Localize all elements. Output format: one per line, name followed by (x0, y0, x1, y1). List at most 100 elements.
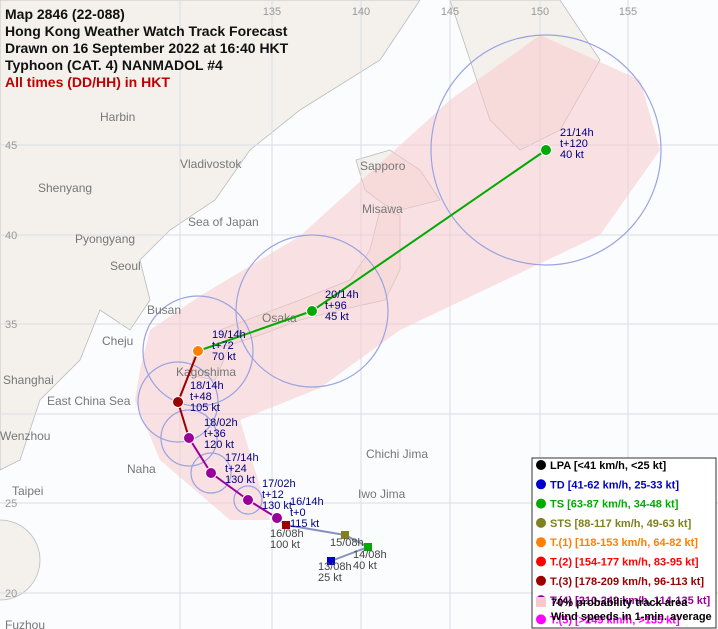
track-info: 120 kt (204, 439, 234, 451)
track-point (271, 512, 283, 524)
track-segment (210, 472, 249, 501)
place-name: Osaka (262, 311, 297, 325)
track-point (183, 432, 195, 444)
header-line: Map 2846 (22-088) (5, 6, 125, 22)
place-name: Kagoshima (176, 365, 236, 379)
track-segment (177, 401, 190, 439)
legend-box (531, 457, 717, 629)
legend-item: T.(1) [118-153 km/h, 64-82 kt] (550, 537, 698, 549)
legend-note: 70% probability track area (551, 597, 688, 609)
place-names: 135 140 145 150 155 45 40 35 25 20 Harbin Vladivost… (0, 6, 637, 629)
track-segment (330, 546, 369, 562)
track-time: 17/02h (262, 478, 296, 490)
track-time: 18/14h (190, 380, 224, 392)
track-point (364, 543, 372, 551)
legend-marker (536, 479, 546, 490)
legend-marker (536, 556, 546, 567)
track-point (540, 144, 552, 156)
legend-marker (536, 498, 546, 509)
track-time: 19/14h (212, 329, 246, 341)
track-info: 40 kt (560, 149, 584, 161)
track-segment (285, 524, 346, 536)
legend-marker (536, 460, 546, 470)
track-segment (311, 149, 547, 312)
place-name: Seoul (110, 259, 141, 273)
place-name: Misawa (362, 202, 403, 216)
place-name: Vladivostok (180, 157, 242, 171)
track-time: 17/14h (225, 452, 259, 464)
track-point (242, 494, 254, 506)
header-line: All times (DD/HH) in HKT (5, 74, 170, 90)
legend-item: T.(4) [210-249 km/h, 114-135 kt] (550, 595, 711, 607)
radius-circle (233, 485, 263, 515)
track-info: t+24 (225, 463, 247, 475)
track-time: 13/08h (318, 561, 352, 573)
track-info: t+120 (560, 138, 588, 150)
track-point (282, 521, 290, 529)
track-info: 45 kt (325, 311, 349, 323)
place-name: Busan (147, 303, 181, 317)
track-time: 16/14h (290, 496, 324, 508)
legend-item: TS [63-87 km/h, 34-48 kt] (550, 499, 679, 511)
legend-area-swatch (536, 597, 546, 607)
track-point (192, 345, 204, 357)
track-point (205, 467, 217, 479)
legend: LPA [<41 km/h, <25 kt] TD [41-62 km/h, 25… (531, 457, 717, 629)
track-info: 25 kt (318, 572, 342, 584)
place-name: Taipei (12, 484, 43, 498)
legend-marker (536, 614, 546, 625)
latitude-label: 45 (5, 140, 17, 152)
radius-circles (137, 34, 662, 515)
place-name: Cheju (102, 334, 133, 348)
track-point (172, 396, 184, 408)
legend-item: STS [88-117 km/h, 49-63 kt] (550, 518, 692, 530)
longitude-label: 155 (619, 6, 637, 18)
latitude-label: 40 (5, 230, 17, 242)
legend-item: LPA [<41 km/h, <25 kt] (550, 460, 666, 472)
track-time: 18/02h (204, 417, 238, 429)
track-point (327, 557, 335, 565)
track-info: t+0 (290, 507, 306, 519)
place-name: Shanghai (3, 373, 54, 387)
track-info: t+72 (212, 340, 234, 352)
place-name: Sea of Japan (188, 215, 259, 229)
legend-item: T.(3) [178-209 km/h, 96-113 kt] (550, 576, 704, 588)
place-name: Harbin (100, 110, 135, 124)
track-info: 130 kt (262, 500, 292, 512)
radius-circle (160, 409, 218, 467)
legend-marker (536, 537, 546, 548)
place-name: Shenyang (38, 181, 92, 195)
latitude-label: 35 (5, 319, 17, 331)
radius-circle (190, 452, 232, 494)
header-line: Drawn on 16 September 2022 at 16:40 HKT (5, 40, 289, 56)
place-name: Chichi Jima (366, 447, 428, 461)
track-info: 70 kt (212, 351, 236, 363)
latitude-label: 25 (5, 498, 17, 510)
legend-item: T.(2) [154-177 km/h, 83-95 kt] (550, 557, 699, 569)
track-segment (197, 310, 313, 352)
track-time: 15/08h (330, 537, 364, 549)
track-info: t+96 (325, 300, 347, 312)
track-info: t+12 (262, 489, 284, 501)
track-info: 40 kt (353, 560, 377, 572)
place-name: Fuzhou (5, 618, 45, 629)
place-name: Iwo Jima (358, 487, 406, 501)
legend-note: Wind speeds in 1-min. average (551, 611, 712, 623)
track-time: 21/14h (560, 127, 594, 139)
longitude-label: 150 (531, 6, 549, 18)
place-name: Pyongyang (75, 232, 135, 246)
track-point (306, 305, 318, 317)
legend-marker (536, 517, 546, 528)
probability-area (135, 35, 660, 520)
track (172, 144, 552, 565)
longitude-label: 140 (352, 6, 370, 18)
track-info: 115 kt (290, 518, 319, 530)
track-segment (188, 437, 212, 474)
track-info: 105 kt (190, 402, 220, 414)
track-point (341, 531, 349, 539)
radius-circle (430, 34, 662, 266)
track-info: 130 kt (225, 474, 255, 486)
